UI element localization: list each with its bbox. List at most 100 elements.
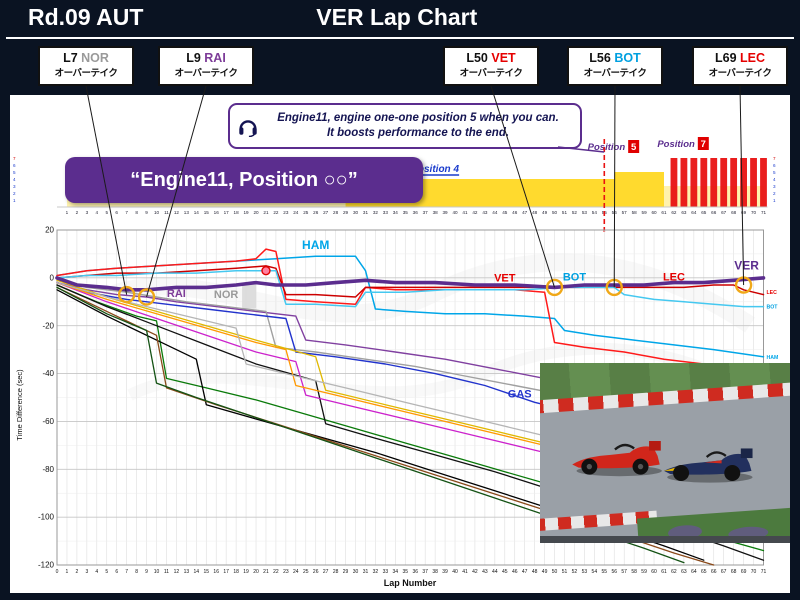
photo-bottom-shadow [540,536,790,543]
svg-text:23: 23 [283,210,289,215]
callout-action: オーバーテイク [708,68,772,79]
svg-text:53: 53 [582,569,588,575]
svg-text:37: 37 [423,210,429,215]
svg-text:31: 31 [363,569,369,575]
overtake-callout-l69: L69 LEC オーバーテイク [692,46,788,86]
svg-text:51: 51 [562,210,568,215]
svg-text:45: 45 [502,569,508,575]
svg-text:8: 8 [135,569,138,575]
onboard-photo [540,363,790,543]
svg-text:13: 13 [184,569,190,575]
driver-label-VET: VET [494,272,516,284]
callout-action: オーバーテイク [583,68,647,79]
svg-text:4: 4 [95,569,98,575]
radio-line1: Engine11, engine one-one position 5 when… [277,112,559,124]
svg-text:33: 33 [383,210,389,215]
svg-text:12: 12 [174,569,180,575]
callout-driver: LEC [740,51,766,65]
svg-text:25: 25 [303,569,309,575]
callout-driver: BOT [614,51,641,65]
driver-label-LEC: LEC [663,271,685,283]
engine-command-box: “Engine11, Position ○○” [65,157,423,203]
svg-text:20: 20 [253,210,259,215]
svg-text:63: 63 [681,569,687,575]
svg-text:3: 3 [13,184,16,189]
edge-label-BOT: BOT [767,305,779,311]
svg-text:3: 3 [773,184,776,189]
radio-line2: It boosts performance to the end. [326,127,510,139]
svg-text:5: 5 [13,170,16,175]
svg-text:69: 69 [741,210,747,215]
svg-text:60: 60 [651,569,657,575]
svg-text:16: 16 [214,210,220,215]
svg-text:36: 36 [413,210,419,215]
svg-text:10: 10 [154,569,160,575]
svg-text:71: 71 [761,210,767,215]
svg-text:6: 6 [115,210,118,215]
svg-text:28: 28 [333,210,339,215]
svg-text:58: 58 [631,569,637,575]
svg-text:5: 5 [105,569,108,575]
svg-text:-80: -80 [42,465,54,474]
leading-car [572,441,662,477]
svg-text:5: 5 [105,210,108,215]
svg-text:67: 67 [721,210,727,215]
engine-command-text: “Engine11, Position ○○” [130,169,358,191]
svg-text:-60: -60 [42,417,54,426]
svg-text:0: 0 [56,569,59,575]
callout-lap: L7 [63,51,78,65]
edge-label-LEC: LEC [767,290,778,296]
driver-label-GAS: GAS [508,389,532,401]
svg-text:65: 65 [701,569,707,575]
svg-text:45: 45 [502,210,508,215]
svg-text:65: 65 [701,210,707,215]
svg-text:55: 55 [602,569,608,575]
svg-text:8: 8 [135,210,138,215]
svg-text:2: 2 [76,569,79,575]
chasing-car [664,448,753,483]
svg-text:62: 62 [671,569,677,575]
svg-text:22: 22 [273,210,279,215]
svg-text:69: 69 [741,569,747,575]
svg-text:3: 3 [86,210,89,215]
driver-label-VER: VER [734,258,759,272]
svg-text:2: 2 [773,191,776,196]
callout-driver: NOR [81,51,109,65]
svg-text:2: 2 [76,210,79,215]
svg-text:47: 47 [522,210,528,215]
svg-text:6: 6 [773,163,776,168]
title-divider [6,37,794,39]
svg-text:43: 43 [482,569,488,575]
svg-text:16: 16 [213,569,219,575]
svg-text:1: 1 [13,198,16,203]
overtake-callout-l9: L9 RAI オーバーテイク [158,46,254,86]
driver-label-RAI: RAI [167,288,186,300]
driver-label-BOT: BOT [563,271,587,283]
svg-text:24: 24 [293,569,299,575]
callout-action: オーバーテイク [54,68,118,79]
overtake-callout-l50: L50 VET オーバーテイク [443,46,539,86]
svg-text:4: 4 [13,177,16,182]
svg-text:21: 21 [263,210,269,215]
overtake-callout-l56: L56 BOT オーバーテイク [567,46,663,86]
svg-text:27: 27 [323,210,329,215]
svg-text:3: 3 [85,569,88,575]
svg-text:20: 20 [253,569,259,575]
svg-text:9: 9 [145,569,148,575]
svg-text:41: 41 [462,210,468,215]
strip-label: Position 4 [411,164,459,175]
svg-text:17: 17 [224,210,230,215]
svg-text:15: 15 [203,569,209,575]
callout-driver: VET [491,51,516,65]
svg-text:40: 40 [452,569,458,575]
svg-text:11: 11 [164,569,169,575]
svg-text:14: 14 [194,210,200,215]
lap-chart-panel: 1 2 3 4 5 6 7 8 9 10 11 12 13 14 15 16 17 18 19 20 21 22 23 24 2… [10,95,790,593]
page-title: VER Lap Chart [316,4,478,30]
svg-text:10: 10 [154,210,160,215]
svg-text:13: 13 [184,210,190,215]
svg-text:23: 23 [283,569,289,575]
svg-text:30: 30 [353,210,359,215]
svg-text:36: 36 [412,569,418,575]
